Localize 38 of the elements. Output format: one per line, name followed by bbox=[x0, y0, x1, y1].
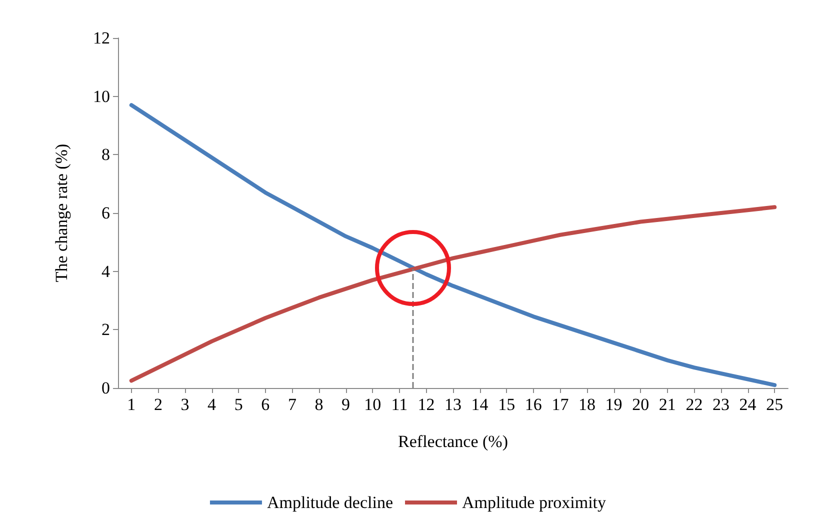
x-tick-label: 1 bbox=[127, 395, 136, 414]
y-tick-label: 2 bbox=[102, 320, 110, 340]
x-tick-label: 10 bbox=[364, 395, 382, 414]
x-tick-label: 15 bbox=[498, 395, 516, 414]
x-tick-label: 4 bbox=[208, 395, 217, 414]
x-tick-label: 6 bbox=[261, 395, 270, 414]
x-tick-label: 3 bbox=[180, 395, 190, 414]
x-tick-label: 7 bbox=[288, 395, 297, 414]
legend-label: Amplitude proximity bbox=[462, 493, 607, 512]
x-tick-label: 14 bbox=[471, 395, 489, 414]
x-tick-label: 12 bbox=[418, 395, 435, 414]
x-tick-label: 9 bbox=[342, 395, 350, 414]
x-tick-label: 11 bbox=[391, 395, 408, 414]
x-tick-label: 2 bbox=[154, 395, 162, 414]
x-tick-label: 18 bbox=[578, 395, 596, 414]
y-tick-label: 0 bbox=[102, 378, 110, 398]
y-tick-label: 8 bbox=[102, 145, 110, 164]
y-tick-label: 6 bbox=[102, 204, 110, 222]
x-tick-label: 17 bbox=[552, 395, 570, 414]
x-tick-label: 25 bbox=[766, 395, 784, 414]
x-tick-label: 16 bbox=[524, 395, 542, 414]
line-series bbox=[129, 103, 777, 388]
x-tick-label: 24 bbox=[739, 395, 757, 414]
legend-label: Amplitude decline bbox=[266, 493, 394, 512]
x-tick-label: 19 bbox=[605, 395, 622, 414]
x-tick-label: 21 bbox=[658, 395, 676, 414]
x-tick-label: 22 bbox=[686, 395, 703, 414]
y-axis-title: The change rate (%) bbox=[52, 144, 71, 282]
x-tick-label: 13 bbox=[444, 395, 462, 414]
line-series bbox=[129, 205, 777, 383]
y-tick-label: 4 bbox=[102, 262, 110, 281]
y-tick-label: 12 bbox=[93, 28, 110, 48]
x-tick-label: 23 bbox=[712, 395, 730, 414]
x-tick-label: 20 bbox=[632, 395, 650, 414]
y-tick-label: 10 bbox=[93, 86, 110, 106]
x-tick-label: 5 bbox=[234, 395, 243, 414]
x-tick-label: 8 bbox=[314, 395, 324, 414]
x-axis-title: Reflectance (%) bbox=[398, 432, 508, 451]
